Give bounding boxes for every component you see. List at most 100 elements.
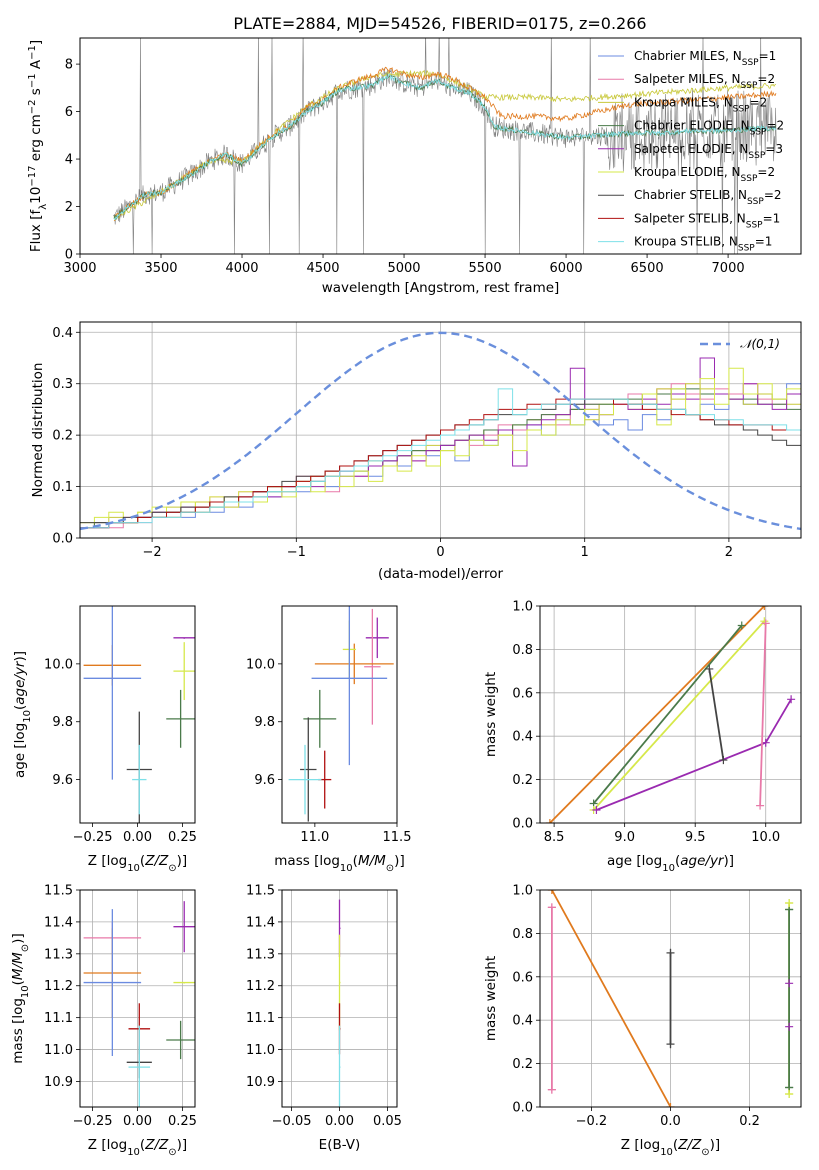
y-tick-label: 10.0	[246, 657, 275, 672]
label-part: E(B-V)	[319, 1137, 361, 1153]
label-part: (	[140, 1137, 145, 1153]
label-part: )]	[710, 1137, 721, 1153]
label-part: (	[10, 980, 26, 985]
label-part: age [log	[12, 723, 28, 778]
legend-label: Chabrier MILES, NSSP=1	[634, 49, 776, 68]
residuals-chart: −2 −1 0 1 2 0.0 0.1 0.2 0.3 0.4 (data-model)/error…	[30, 321, 802, 582]
weight-marker-salpeter_elodie	[785, 979, 794, 988]
legend-name: Chabrier STELIB	[634, 188, 730, 202]
y-tick-label: 0.0	[512, 1101, 533, 1116]
legend-ssp: SSP	[733, 104, 750, 114]
model-kroupa-stelib	[113, 73, 777, 221]
x-tick-label: 11.5	[383, 830, 412, 845]
label-part: 10	[340, 863, 353, 874]
label-part: ⊙	[386, 863, 394, 874]
y-tick-label: 4	[65, 153, 73, 168]
label-part: λ	[38, 204, 49, 210]
spectrum-plot-area	[113, 38, 777, 254]
label-part: 10	[20, 985, 31, 998]
legend-nssp: =2	[764, 188, 782, 202]
spectrum-chart: 3000 3500 4000 4500 5000 5500 6000 6500 7000 0 2 4 6…	[27, 37, 802, 296]
x-axis-label: mass [log10(M/M⊙)]	[274, 853, 404, 874]
axes-frame	[539, 889, 802, 1108]
label-part: age [log	[607, 853, 662, 869]
y-tick-label: 0.2	[52, 429, 73, 444]
legend-ssp: SSP	[738, 244, 755, 254]
label-part: 10	[662, 863, 675, 874]
y-tick-label: 10.9	[44, 1075, 73, 1090]
y-tick-label: 0.8	[512, 643, 533, 658]
label-part: Z/Z	[677, 1137, 702, 1153]
y-tick-label: 11.2	[44, 979, 73, 994]
legend-nssp: =2	[757, 165, 775, 179]
figure-title: PLATE=2884, MJD=54526, FIBERID=0175, z=0…	[233, 14, 646, 33]
plots: 3000 3500 4000 4500 5000 5500 6000 6500 7000 0 2 4 6…	[10, 37, 802, 1158]
observed-spectrum	[113, 38, 777, 254]
x-tick-label: 5000	[387, 261, 420, 276]
legend-ssp: SSP	[741, 174, 758, 184]
weight-line-chabrier_stelib	[708, 668, 725, 761]
legend-name: Kroupa MILES	[634, 95, 716, 109]
weight-marker-salpeter_miles	[756, 801, 765, 810]
label-part: age/yr	[12, 660, 28, 705]
weight-marker-kroupa_elodie	[785, 899, 794, 908]
y-tick-label: 11.0	[246, 1043, 275, 1058]
y-tick-label: 0.4	[512, 730, 533, 745]
y-tick-label: 0.6	[512, 686, 533, 701]
legend-name: Salpeter MILES	[634, 72, 724, 86]
label-part: 10	[660, 1147, 673, 1158]
label-part: Flux [f	[28, 209, 44, 253]
weight-marker-chabrier_stelib	[705, 664, 714, 673]
y-tick-label: 11.5	[246, 884, 275, 899]
y-tick-label: 10.0	[44, 657, 73, 672]
label-part: mass weight	[483, 956, 499, 1041]
legend-label: Chabrier ELODIE, NSSP=2	[634, 119, 784, 138]
residuals-plot-area	[80, 331, 801, 531]
x-axis-label: E(B-V)	[319, 1137, 361, 1153]
y-tick-label: 0.6	[512, 970, 533, 985]
label-part: 10	[22, 710, 33, 723]
x-tick-label: 9.5	[685, 830, 706, 845]
model-kroupa-miles	[113, 69, 777, 222]
legend-label: Salpeter STELIB, NSSP=1	[634, 211, 780, 230]
age_vs_z-plot-area	[83, 606, 195, 823]
legend-n: , N	[716, 95, 733, 109]
legend-ssp: SSP	[750, 128, 767, 138]
weight-marker-salpeter_miles	[547, 1085, 556, 1094]
weight-marker-kroupa_elodie	[785, 1089, 794, 1098]
label-part: Z [log	[621, 1137, 660, 1153]
axes-frame	[79, 37, 802, 255]
legend-label: Kroupa MILES, NSSP=2	[634, 95, 767, 114]
label-part: 10	[28, 187, 44, 204]
y-tick-label: 9.8	[254, 715, 275, 730]
y-tick-label: 1.0	[512, 884, 533, 899]
x-tick-label: 0	[436, 545, 444, 560]
label-part: 10	[127, 863, 140, 874]
x-tick-label: 2	[725, 545, 733, 560]
x-tick-label: 6500	[631, 261, 664, 276]
x-tick-label: −0.05	[272, 1114, 312, 1129]
weight-line-orange	[549, 606, 765, 823]
histogram-salpeter_miles	[80, 383, 801, 529]
legend-name: Salpeter ELODIE	[634, 142, 732, 156]
y-tick-label: 10.9	[246, 1075, 275, 1090]
weight-line-kroupa_elodie	[592, 620, 765, 811]
label-part: )]	[177, 853, 188, 869]
legend-name: Chabrier MILES	[634, 49, 725, 63]
label-part: mass weight	[483, 672, 499, 757]
weight-marker-chabrier_elodie	[737, 621, 746, 630]
mass_weight_vs_z-chart: −0.2 0.0 0.2 0.0 0.2 0.4 0.6 0.8 1.0 Z [log10(Z/Z…	[483, 884, 802, 1158]
label-part: (	[673, 1137, 678, 1153]
weight-marker-orange	[760, 606, 769, 610]
y-tick-label: 6	[65, 105, 73, 120]
age_vs_mass-chart: 11.0 11.5 9.6 9.8 10.0 mass [log10(M/M⊙)]	[246, 605, 412, 874]
x-tick-label: 0.00	[123, 830, 152, 845]
label-part: Normed distribution	[30, 363, 46, 498]
label-part: Z [log	[88, 1137, 127, 1153]
weight-marker-orange	[547, 890, 556, 894]
y-tick-label: 1.0	[512, 600, 533, 615]
label-part: A	[28, 59, 44, 73]
legend-ssp: SSP	[747, 197, 764, 207]
x-axis-label: age [log10(age/yr)]	[607, 853, 734, 874]
